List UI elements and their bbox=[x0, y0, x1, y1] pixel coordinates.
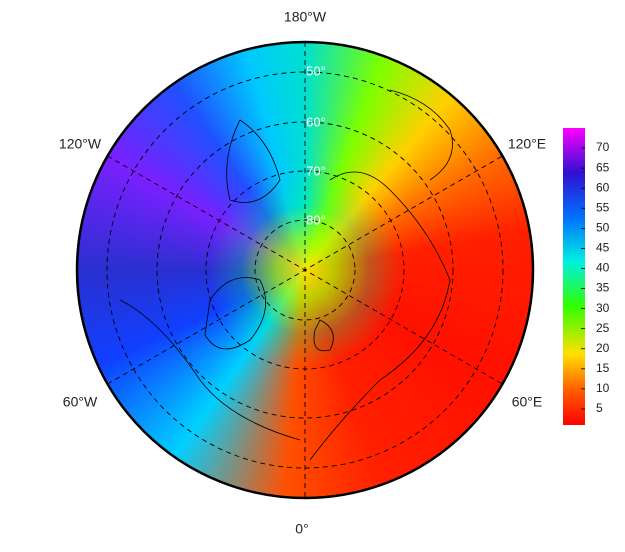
colorbar-tick-label: 60 bbox=[596, 180, 610, 194]
longitude-label: 60°W bbox=[63, 394, 98, 410]
colorbar-tick-label: 70 bbox=[596, 140, 610, 154]
longitude-label: 120°E bbox=[508, 136, 546, 152]
colorbar-tick-label: 20 bbox=[596, 341, 610, 355]
colorbar-tick-label: 40 bbox=[596, 261, 610, 275]
colorbar-ticks: 5 10 15 20 25 30 35 40 45 50 55 60 65 70 bbox=[581, 140, 610, 415]
colorbar-tick-label: 65 bbox=[596, 160, 610, 174]
colorbar-tick-label: 10 bbox=[596, 381, 610, 395]
latitude-label: 60° bbox=[306, 114, 326, 129]
colorbar-tick-label: 25 bbox=[596, 321, 610, 335]
colorbar bbox=[563, 128, 585, 425]
longitude-label: 180°W bbox=[284, 9, 327, 25]
colorbar-tick-label: 5 bbox=[596, 401, 603, 415]
longitude-label: 60°E bbox=[512, 394, 543, 410]
longitude-label: 0° bbox=[295, 521, 308, 537]
colorbar-tick-label: 50 bbox=[596, 221, 610, 235]
latitude-label: 70° bbox=[306, 163, 326, 178]
longitude-label: 120°W bbox=[59, 136, 102, 152]
latitude-label: 80° bbox=[306, 212, 326, 227]
colorbar-tick-label: 35 bbox=[596, 281, 610, 295]
graticule bbox=[106, 42, 504, 498]
colorbar-tick-label: 45 bbox=[596, 241, 610, 255]
coastlines bbox=[119, 89, 453, 461]
colorbar-tick-label: 15 bbox=[596, 361, 610, 375]
colorbar-tick-label: 55 bbox=[596, 200, 610, 214]
map-border bbox=[75, 40, 535, 500]
latitude-label: 50° bbox=[306, 63, 326, 78]
colorbar-tick-label: 30 bbox=[596, 301, 610, 315]
